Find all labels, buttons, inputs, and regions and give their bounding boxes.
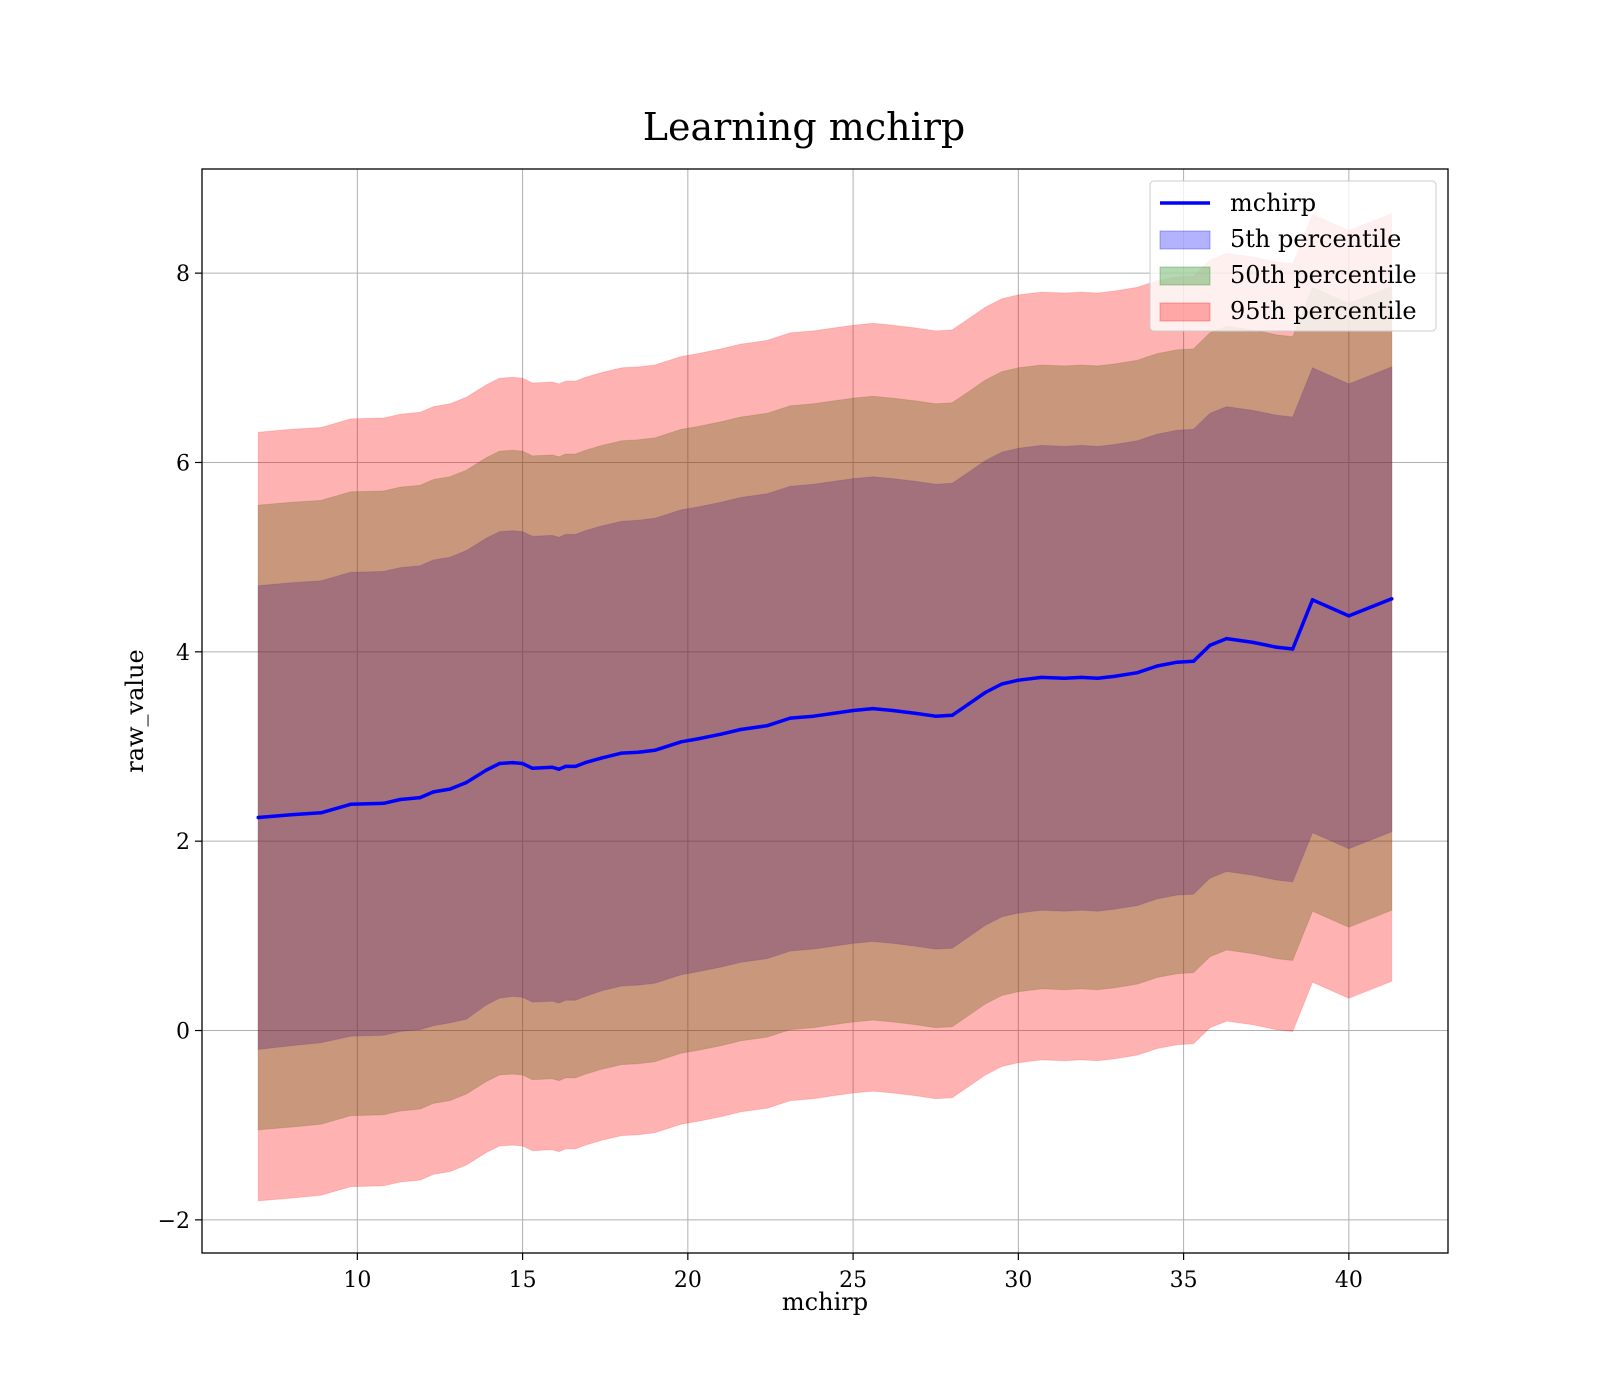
mchirp-point-51 xyxy=(1208,643,1212,647)
x-tick-label-4: 30 xyxy=(1004,1268,1032,1293)
mchirp-point-12 xyxy=(510,760,515,765)
mchirp-point-28 xyxy=(765,723,769,728)
x-tick-label-0: 10 xyxy=(343,1268,371,1293)
mchirp-point-22 xyxy=(636,750,640,754)
mchirp-point-41 xyxy=(1016,678,1021,682)
mchirp-point-24 xyxy=(679,740,683,744)
mchirp-point-58 xyxy=(1390,597,1394,601)
mchirp-point-2 xyxy=(319,811,323,815)
y-tick-label-2: 2 xyxy=(176,830,190,855)
mchirp-point-35 xyxy=(914,711,918,716)
mchirp-point-57 xyxy=(1347,614,1351,618)
mchirp-point-53 xyxy=(1251,640,1255,645)
legend-label-95th-percentile: 95th percentile xyxy=(1230,297,1417,325)
mchirp-point-4 xyxy=(382,801,386,806)
legend-swatch-5th-percentile xyxy=(1159,230,1211,250)
legend-box xyxy=(1149,180,1437,332)
x-tick-label-1: 15 xyxy=(509,1268,537,1293)
mchirp-point-31 xyxy=(831,711,835,716)
mchirp-point-3 xyxy=(349,802,353,806)
mchirp-point-9 xyxy=(464,780,469,785)
legend-label-5th-percentile: 5th percentile xyxy=(1230,225,1401,253)
y-tick-label-4: 6 xyxy=(176,451,190,476)
mchirp-point-48 xyxy=(1155,664,1159,668)
percentile-bands xyxy=(257,212,1393,1202)
legend: mchirp 5th percentile 50th percentile 95th … xyxy=(1149,180,1437,332)
mchirp-point-56 xyxy=(1310,598,1315,602)
mchirp-point-39 xyxy=(983,690,987,695)
mchirp-point-37 xyxy=(950,713,954,717)
mchirp-point-10 xyxy=(484,768,488,772)
mchirp-point-43 xyxy=(1062,676,1067,681)
legend-swatch-95th-percentile xyxy=(1159,302,1211,322)
x-tick-label-6: 40 xyxy=(1335,1268,1363,1293)
mchirp-point-6 xyxy=(418,795,422,800)
y-tick-label-1: 0 xyxy=(176,1020,190,1045)
mchirp-line-layer xyxy=(256,597,1394,820)
mchirp-point-40 xyxy=(1000,682,1004,686)
mchirp-point-13 xyxy=(520,761,525,766)
mchirp-point-20 xyxy=(600,756,604,760)
x-tick-label-5: 35 xyxy=(1170,1268,1198,1293)
mchirp-point-5 xyxy=(398,797,403,802)
mchirp-point-18 xyxy=(573,764,578,769)
mchirp-point-38 xyxy=(967,702,971,706)
y-tick-label-0: −2 xyxy=(158,1209,190,1234)
mchirp-point-19 xyxy=(583,760,588,765)
mchirp-point-30 xyxy=(811,714,816,718)
mchirp-point-54 xyxy=(1274,645,1278,649)
mchirp-point-27 xyxy=(739,727,743,732)
band-5th-percentile xyxy=(257,366,1393,1051)
mchirp-point-0 xyxy=(256,815,260,820)
mchirp-point-14 xyxy=(530,766,535,770)
mchirp-point-55 xyxy=(1290,647,1295,651)
mchirp-point-8 xyxy=(448,787,452,791)
mchirp-point-33 xyxy=(871,706,875,711)
grid xyxy=(202,169,1448,1253)
mchirp-point-16 xyxy=(557,767,561,771)
y-tick-label-3: 4 xyxy=(176,641,190,666)
mchirp-point-42 xyxy=(1039,675,1044,680)
legend-swatch-50th-percentile xyxy=(1159,266,1211,286)
mchirp-point-45 xyxy=(1095,676,1100,681)
x-tick-label-3: 25 xyxy=(839,1268,867,1293)
mchirp-point-32 xyxy=(851,708,855,713)
x-axis-label: mchirp xyxy=(782,1288,868,1316)
x-tick-label-2: 20 xyxy=(674,1268,702,1293)
mchirp-point-47 xyxy=(1135,670,1140,675)
mchirp-point-25 xyxy=(696,737,700,741)
mchirp-point-26 xyxy=(719,732,723,736)
mchirp-point-46 xyxy=(1112,674,1116,679)
mchirp-point-36 xyxy=(934,714,938,718)
mchirp-point-15 xyxy=(550,765,555,770)
axis-ticks: 10 15 20 25 30 35 40 −2 0 2 4 6 8 xyxy=(158,262,1363,1293)
mchirp-point-29 xyxy=(788,716,792,720)
mchirp-point-17 xyxy=(563,764,568,769)
legend-label-50th-percentile: 50th percentile xyxy=(1230,261,1417,289)
mchirp-point-44 xyxy=(1079,675,1083,680)
legend-label-mchirp: mchirp xyxy=(1230,189,1316,217)
y-axis-label: raw_value xyxy=(121,649,149,773)
mchirp-point-52 xyxy=(1224,636,1229,641)
plot-frame xyxy=(201,168,1449,1254)
mchirp-point-34 xyxy=(891,708,895,713)
y-tick-label-5: 8 xyxy=(176,262,190,287)
chart-title: Learning mchirp xyxy=(643,105,965,149)
mchirp-point-7 xyxy=(431,790,436,794)
mchirp-point-50 xyxy=(1191,659,1196,663)
mchirp-point-1 xyxy=(289,812,293,817)
band-95th-percentile xyxy=(257,212,1393,1202)
mchirp-point-21 xyxy=(620,751,624,755)
band-50th-percentile xyxy=(257,285,1393,1131)
mchirp-point-23 xyxy=(653,748,657,752)
mchirp-point-11 xyxy=(497,761,502,766)
mchirp-point-49 xyxy=(1175,660,1179,664)
